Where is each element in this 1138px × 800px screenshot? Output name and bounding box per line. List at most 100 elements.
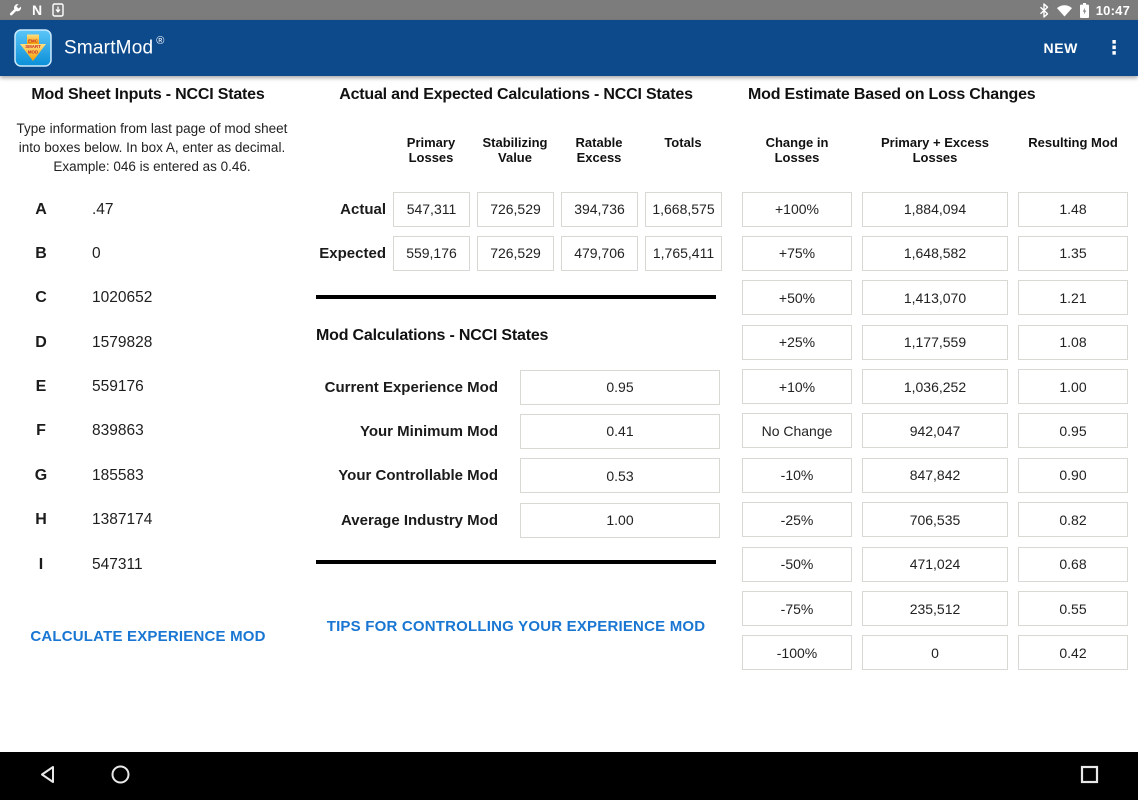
input-field[interactable]: 0 xyxy=(92,244,101,262)
mod-input-list: A .47 B 0 C 1020652 D 1579828 E 559176 xyxy=(0,192,296,582)
svg-text:EMC: EMC xyxy=(28,39,39,44)
input-field[interactable]: 839863 xyxy=(92,422,144,440)
change-in-losses-cell: -10% xyxy=(742,457,852,493)
input-label: I xyxy=(38,555,44,573)
primary-excess-losses-cell: 1,884,094 xyxy=(862,191,1008,227)
row-label: Average Industry Mod xyxy=(341,511,498,529)
primary-excess-losses-cell: 0 xyxy=(862,635,1008,671)
table-row: Actual 547,311 726,529 394,736 1,668,575 xyxy=(300,191,722,227)
table-row: +50% 1,413,070 1.21 xyxy=(742,280,1128,316)
input-field[interactable]: 1579828 xyxy=(92,333,153,351)
svg-text:SMART: SMART xyxy=(25,44,41,49)
value-cell: 559,176 xyxy=(393,235,470,271)
table-row: +100% 1,884,094 1.48 xyxy=(742,191,1128,227)
home-icon[interactable] xyxy=(111,765,130,789)
mod-input-row: A .47 xyxy=(0,192,296,227)
battery-charging-icon xyxy=(1079,2,1089,18)
table-row: No Change 942,047 0.95 xyxy=(742,413,1128,449)
resulting-mod-cell: 0.90 xyxy=(1018,457,1128,493)
wifi-icon xyxy=(1056,3,1073,17)
input-label: H xyxy=(35,511,47,529)
value-cell: 394,736 xyxy=(561,191,638,227)
column-header-change-in-losses: Change in Losses xyxy=(765,135,829,165)
change-in-losses-cell: +10% xyxy=(742,369,852,405)
actual-expected-table: Actual 547,311 726,529 394,736 1,668,575… xyxy=(300,191,722,271)
mod-estimate-table: +100% 1,884,094 1.48 +75% 1,648,582 1.35… xyxy=(742,191,1128,671)
change-in-losses-cell: +75% xyxy=(742,235,852,271)
input-field[interactable]: .47 xyxy=(92,200,114,218)
row-label: Expected xyxy=(319,244,386,262)
value-cell: 479,706 xyxy=(561,235,638,271)
input-label: E xyxy=(35,378,47,396)
table-row: Your Minimum Mod 0.41 xyxy=(316,413,720,449)
primary-excess-losses-cell: 942,047 xyxy=(862,413,1008,449)
row-label: Actual xyxy=(340,200,386,218)
input-label: A xyxy=(35,200,47,218)
mod-input-row: G 185583 xyxy=(0,458,296,493)
row-label: Current Experience Mod xyxy=(324,378,498,396)
input-field[interactable]: 185583 xyxy=(92,466,144,484)
table-row: Your Controllable Mod 0.53 xyxy=(316,458,720,494)
table-row: +10% 1,036,252 1.00 xyxy=(742,369,1128,405)
tips-link[interactable]: TIPS FOR CONTROLLING YOUR EXPERIENCE MOD xyxy=(326,618,706,635)
resulting-mod-cell: 1.35 xyxy=(1018,235,1128,271)
value-cell: 547,311 xyxy=(393,191,470,227)
bluetooth-icon xyxy=(1039,2,1049,18)
estimate-panel-title: Mod Estimate Based on Loss Changes xyxy=(748,86,1036,103)
change-in-losses-cell: -50% xyxy=(742,546,852,582)
resulting-mod-cell: 0.42 xyxy=(1018,635,1128,671)
input-label: B xyxy=(35,244,47,262)
change-in-losses-cell: -25% xyxy=(742,502,852,538)
input-label: G xyxy=(34,466,48,484)
calculate-experience-mod-button[interactable]: CALCULATE EXPERIENCE MOD xyxy=(30,628,266,645)
mod-input-row: B 0 xyxy=(0,236,296,271)
resulting-mod-cell: 0.95 xyxy=(1018,413,1128,449)
change-in-losses-cell: -75% xyxy=(742,591,852,627)
mod-input-row: E 559176 xyxy=(0,370,296,405)
input-field[interactable]: 1020652 xyxy=(92,289,153,307)
primary-excess-losses-cell: 1,413,070 xyxy=(862,280,1008,316)
status-bar: N 10:47 xyxy=(0,0,1138,20)
column-header-primary-losses: Primary Losses xyxy=(406,135,456,165)
value-cell: 0.53 xyxy=(520,458,720,494)
column-header-resulting-mod: Resulting Mod xyxy=(1028,135,1118,150)
value-cell: 726,529 xyxy=(477,191,554,227)
status-time: 10:47 xyxy=(1095,2,1130,18)
column-header-ratable-excess: Ratable Excess xyxy=(575,135,623,165)
column-header-primary-excess-losses: Primary + Excess Losses xyxy=(880,135,990,165)
new-button[interactable]: NEW xyxy=(1043,40,1078,56)
overflow-menu-icon[interactable]: ⋮ xyxy=(1104,37,1124,59)
value-cell: 1.00 xyxy=(520,502,720,538)
input-field[interactable]: 559176 xyxy=(92,378,144,396)
primary-excess-losses-cell: 1,177,559 xyxy=(862,324,1008,360)
recents-icon[interactable] xyxy=(1080,765,1099,789)
table-row: +25% 1,177,559 1.08 xyxy=(742,324,1128,360)
table-row: Average Industry Mod 1.00 xyxy=(316,502,720,538)
primary-excess-losses-cell: 235,512 xyxy=(862,591,1008,627)
input-label: F xyxy=(36,422,46,440)
primary-excess-losses-cell: 706,535 xyxy=(862,502,1008,538)
mod-input-row: C 1020652 xyxy=(0,281,296,316)
primary-excess-losses-cell: 847,842 xyxy=(862,457,1008,493)
resulting-mod-cell: 0.82 xyxy=(1018,502,1128,538)
resulting-mod-cell: 0.55 xyxy=(1018,591,1128,627)
change-in-losses-cell: No Change xyxy=(742,413,852,449)
value-cell: 726,529 xyxy=(477,235,554,271)
value-cell: 1,765,411 xyxy=(645,235,722,271)
row-label: Your Controllable Mod xyxy=(338,467,498,485)
input-label: C xyxy=(35,289,47,307)
inputs-panel-title: Mod Sheet Inputs - NCCI States xyxy=(31,86,265,103)
value-cell: 0.41 xyxy=(520,413,720,449)
mod-calculations-title: Mod Calculations - NCCI States xyxy=(316,327,549,344)
input-field[interactable]: 547311 xyxy=(92,555,143,573)
input-label: D xyxy=(35,333,47,351)
back-icon[interactable] xyxy=(39,765,57,789)
primary-excess-losses-cell: 471,024 xyxy=(862,546,1008,582)
app-title: SmartMod ® xyxy=(64,34,165,59)
change-in-losses-cell: +50% xyxy=(742,280,852,316)
resulting-mod-cell: 0.68 xyxy=(1018,546,1128,582)
input-field[interactable]: 1387174 xyxy=(92,511,153,529)
app-bar: EMC SMART MOD SmartMod ® NEW ⋮ xyxy=(0,20,1138,76)
svg-text:MOD: MOD xyxy=(28,50,38,55)
